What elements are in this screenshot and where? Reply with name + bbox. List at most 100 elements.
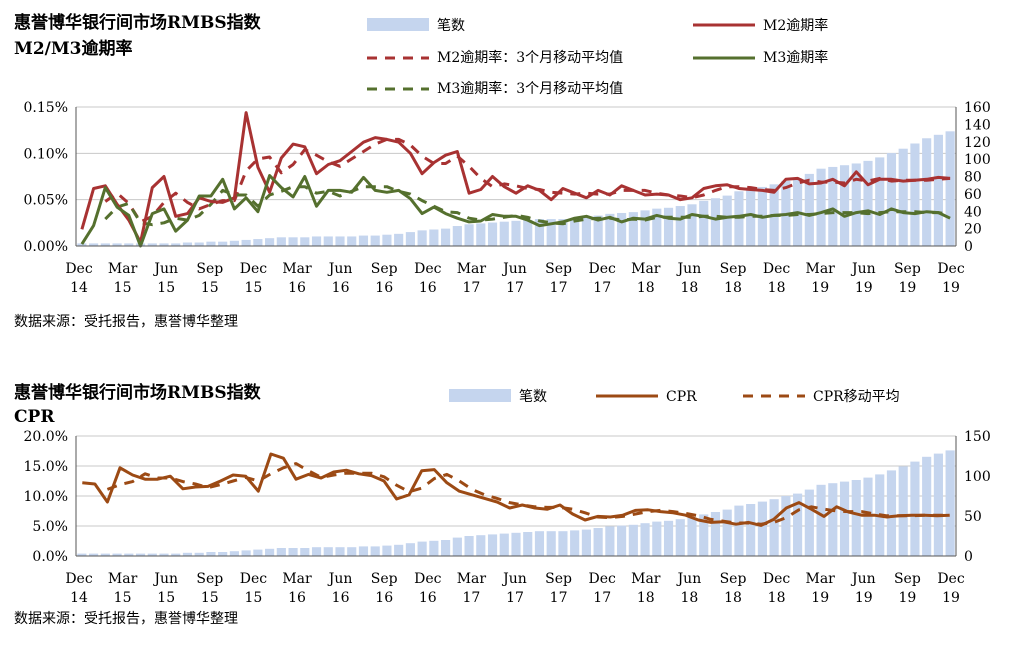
x-tick-year: 15 xyxy=(114,590,132,606)
legend-m2-ma-label: M2逾期率：3个月移动平均值 xyxy=(437,49,623,66)
y-right-tick-label: 150 xyxy=(964,429,991,445)
legend-m3-label: M3逾期率 xyxy=(763,49,828,66)
x-tick-year: 17 xyxy=(593,280,611,296)
chart2-lines xyxy=(82,452,950,527)
x-tick-month: Dec xyxy=(414,261,442,277)
count-bar xyxy=(757,501,767,556)
count-bar xyxy=(370,235,380,246)
x-tick-month: Jun xyxy=(850,571,876,587)
x-tick-month: Dec xyxy=(937,261,965,277)
x-tick-year: 18 xyxy=(680,280,698,296)
legend2-bars-swatch xyxy=(449,389,511,402)
count-bar xyxy=(347,547,357,556)
x-tick-year: 17 xyxy=(462,590,480,606)
x-tick-year: 18 xyxy=(768,590,786,606)
legend2-cpr-ma-label: CPR移动平均 xyxy=(813,389,900,405)
count-bar xyxy=(77,243,87,246)
x-tick-month: Sep xyxy=(545,261,572,277)
y-left-tick-label: 0.00% xyxy=(24,239,68,255)
count-bar xyxy=(886,153,897,246)
count-bar xyxy=(652,208,662,246)
y-left-tick-label: 10.0% xyxy=(24,489,68,505)
y-right-tick-label: 160 xyxy=(964,100,991,116)
x-tick-year: 17 xyxy=(550,590,568,606)
count-bar xyxy=(100,243,110,246)
count-bar xyxy=(218,552,228,556)
count-bar xyxy=(804,489,814,556)
x-tick-year: 15 xyxy=(244,590,262,606)
count-bar xyxy=(347,236,357,246)
x-tick-year: 18 xyxy=(680,590,698,606)
count-bar xyxy=(241,550,251,556)
count-bar xyxy=(77,553,87,556)
count-bar xyxy=(628,212,638,246)
x-tick-month: Jun xyxy=(501,571,527,587)
count-bar xyxy=(652,521,662,556)
x-tick-year: 14 xyxy=(70,590,88,606)
count-bar xyxy=(441,540,451,556)
count-bar xyxy=(663,207,674,246)
m3-line xyxy=(80,174,951,248)
x-tick-month: Jun xyxy=(327,261,353,277)
count-bar xyxy=(417,230,427,246)
x-tick-month: Sep xyxy=(894,261,921,277)
count-bar xyxy=(112,243,122,246)
count-bar xyxy=(487,222,498,246)
count-bar xyxy=(147,243,157,246)
count-bar xyxy=(687,204,697,246)
y-right-tick-label: 40 xyxy=(964,204,982,220)
legend2-bars-label: 笔数 xyxy=(519,389,547,405)
count-bar xyxy=(265,548,275,556)
count-bar xyxy=(722,509,732,556)
x-tick-year: 18 xyxy=(768,280,786,296)
chart1-title-line2: M2/M3逾期率 xyxy=(14,38,133,59)
x-tick-year: 18 xyxy=(637,590,655,606)
x-tick-year: 16 xyxy=(419,590,437,606)
count-bar xyxy=(910,461,920,556)
count-bar xyxy=(382,545,392,556)
x-tick-year: 19 xyxy=(898,280,916,296)
m2-line xyxy=(80,111,951,244)
count-bar xyxy=(640,210,650,246)
x-tick-month: Sep xyxy=(371,571,398,587)
count-bar xyxy=(875,157,885,246)
count-bar xyxy=(628,524,638,556)
count-bar xyxy=(617,212,627,246)
count-bar xyxy=(699,514,709,556)
x-tick-year: 19 xyxy=(811,280,829,296)
x-tick-month: Mar xyxy=(282,571,312,587)
count-bar xyxy=(323,236,333,246)
legend2-cpr-label: CPR xyxy=(666,389,697,405)
x-tick-year: 15 xyxy=(201,590,219,606)
x-tick-year: 16 xyxy=(375,590,393,606)
count-bar xyxy=(570,530,580,556)
x-tick-month: Sep xyxy=(196,261,223,277)
chart1-lines xyxy=(80,111,951,248)
count-bar xyxy=(394,544,404,556)
count-bar xyxy=(523,219,533,246)
count-bar xyxy=(311,236,322,246)
chart2-title-line2: CPR xyxy=(14,407,55,427)
count-bar xyxy=(581,217,591,246)
x-tick-month: Mar xyxy=(282,261,312,277)
y-right-tick-label: 0 xyxy=(964,549,973,565)
y-left-tick-label: 0.15% xyxy=(24,100,68,116)
count-bar xyxy=(229,240,239,246)
count-bar xyxy=(945,131,955,246)
m2-moving-average-line xyxy=(104,137,951,224)
y-right-tick-label: 100 xyxy=(964,469,991,485)
x-tick-year: 19 xyxy=(811,590,829,606)
count-bar xyxy=(300,548,310,556)
count-bar xyxy=(135,553,146,556)
count-bar xyxy=(828,166,838,246)
count-bar xyxy=(171,553,181,556)
x-tick-month: Dec xyxy=(240,571,268,587)
x-tick-year: 19 xyxy=(855,590,873,606)
count-bar xyxy=(593,215,603,246)
y-right-tick-label: 60 xyxy=(964,187,982,203)
count-bar xyxy=(441,228,451,246)
count-bar xyxy=(476,223,486,246)
count-bar xyxy=(898,466,908,556)
x-tick-year: 17 xyxy=(506,590,524,606)
